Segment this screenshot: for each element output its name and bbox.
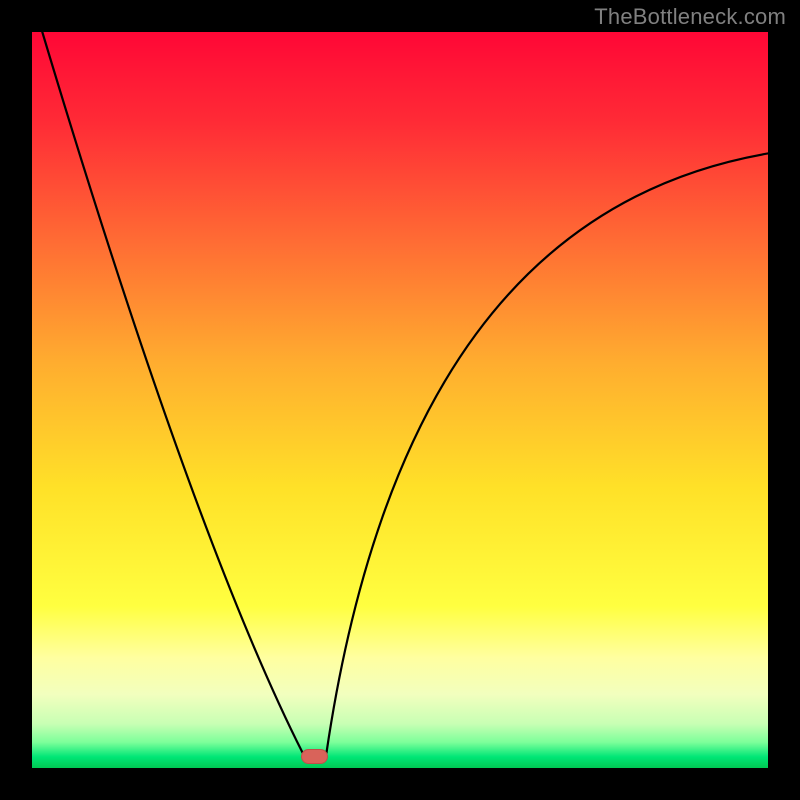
bottleneck-chart: TheBottleneck.com [0, 0, 800, 800]
bottleneck-curve [32, 32, 768, 768]
watermark-text: TheBottleneck.com [594, 4, 786, 30]
plot-area [32, 32, 768, 768]
optimal-point-marker [301, 749, 328, 764]
